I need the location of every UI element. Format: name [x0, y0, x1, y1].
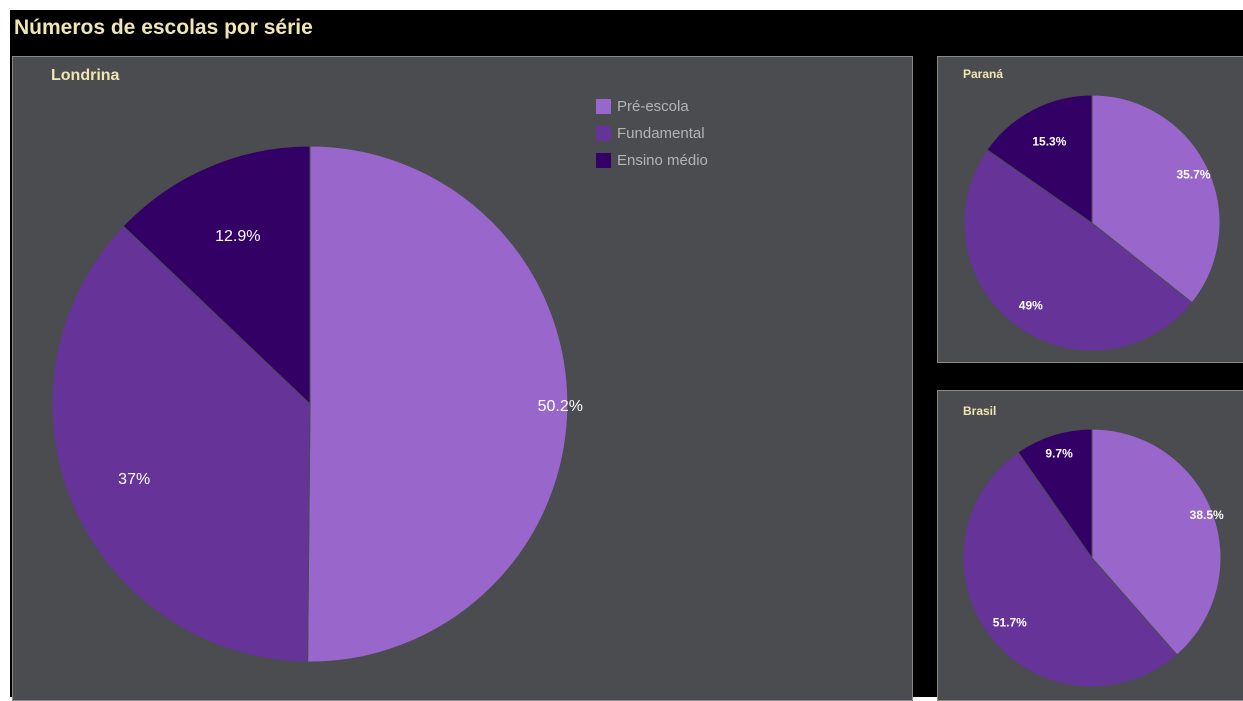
pie-chart-londrina: 50.2% 37% 12.9%	[51, 145, 583, 663]
data-label-londrina-2: 37%	[118, 471, 150, 488]
data-label-parana-3: 15.3%	[1032, 135, 1066, 149]
pie-slice-londrina-1[interactable]	[307, 145, 569, 663]
chart-title-londrina: Londrina	[51, 67, 120, 84]
chart-title-parana: Paraná	[963, 67, 1004, 81]
chart-panel-londrina: Londrina 50.2% 37% 12.9% Pré-escola Fundam…	[12, 56, 913, 701]
chart-panel-brasil: Brasil 38.5% 51.7% 9.7%	[937, 390, 1243, 701]
pie-slice-brasil-3[interactable]	[1017, 428, 1093, 560]
data-label-londrina-3: 12.9%	[215, 228, 260, 245]
legend-item-fundamental[interactable]: Fundamental	[596, 120, 708, 147]
pie-slice-parana-2[interactable]	[963, 149, 1193, 352]
pie-slice-parana-3[interactable]	[986, 94, 1093, 224]
chart-panel-parana: Paraná 35.7% 49% 15.3%	[937, 56, 1243, 363]
dashboard: Números de escolas por série Londrina 50…	[10, 10, 1243, 701]
data-label-brasil-3: 9.7%	[1045, 447, 1073, 461]
pie-slice-londrina-3[interactable]	[122, 145, 311, 406]
legend-swatch	[596, 99, 611, 114]
data-label-parana-1: 35.7%	[1176, 167, 1210, 181]
legend-label: Pré-escola	[617, 98, 689, 115]
legend-item-ensino-medio[interactable]: Ensino médio	[596, 147, 708, 174]
pie-slice-brasil-1[interactable]	[1091, 428, 1222, 656]
pie-slice-parana-1[interactable]	[1091, 94, 1221, 304]
legend-swatch	[596, 126, 611, 141]
data-label-brasil-2: 51.7%	[993, 616, 1027, 630]
legend-item-pre-escola[interactable]: Pré-escola	[596, 93, 708, 120]
data-label-brasil-1: 38.5%	[1190, 508, 1224, 522]
pie-chart-brasil: 38.5% 51.7% 9.7%	[962, 428, 1224, 688]
data-label-londrina-1: 50.2%	[538, 398, 583, 415]
legend-label: Fundamental	[617, 125, 705, 142]
data-label-parana-2: 49%	[1019, 298, 1043, 312]
legend-label: Ensino médio	[617, 152, 708, 169]
pie-slice-brasil-2[interactable]	[962, 451, 1178, 688]
page-title: Números de escolas por série	[14, 16, 313, 39]
chart-title-brasil: Brasil	[963, 404, 997, 418]
pie-chart-parana: 35.7% 49% 15.3%	[963, 94, 1221, 352]
pie-slice-londrina-2[interactable]	[51, 225, 311, 663]
legend: Pré-escola Fundamental Ensino médio	[596, 93, 708, 174]
legend-swatch	[596, 153, 611, 168]
